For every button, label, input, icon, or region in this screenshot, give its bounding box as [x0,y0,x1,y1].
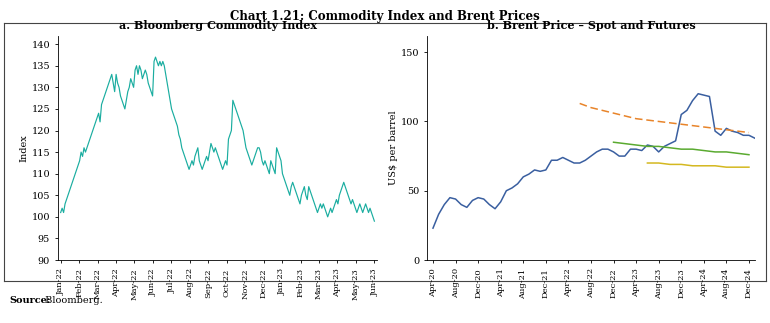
Title: a. Bloomberg Commodity Index: a. Bloomberg Commodity Index [119,20,316,31]
Text: Chart 1.21: Commodity Index and Brent Prices: Chart 1.21: Commodity Index and Brent Pr… [230,10,540,23]
Text: Bloomberg.: Bloomberg. [42,296,102,305]
Text: Source:: Source: [9,296,51,305]
Title: b. Brent Price – Spot and Futures: b. Brent Price – Spot and Futures [487,20,695,31]
Y-axis label: Index: Index [20,134,28,162]
Y-axis label: US$ per barrel: US$ per barrel [390,110,398,185]
